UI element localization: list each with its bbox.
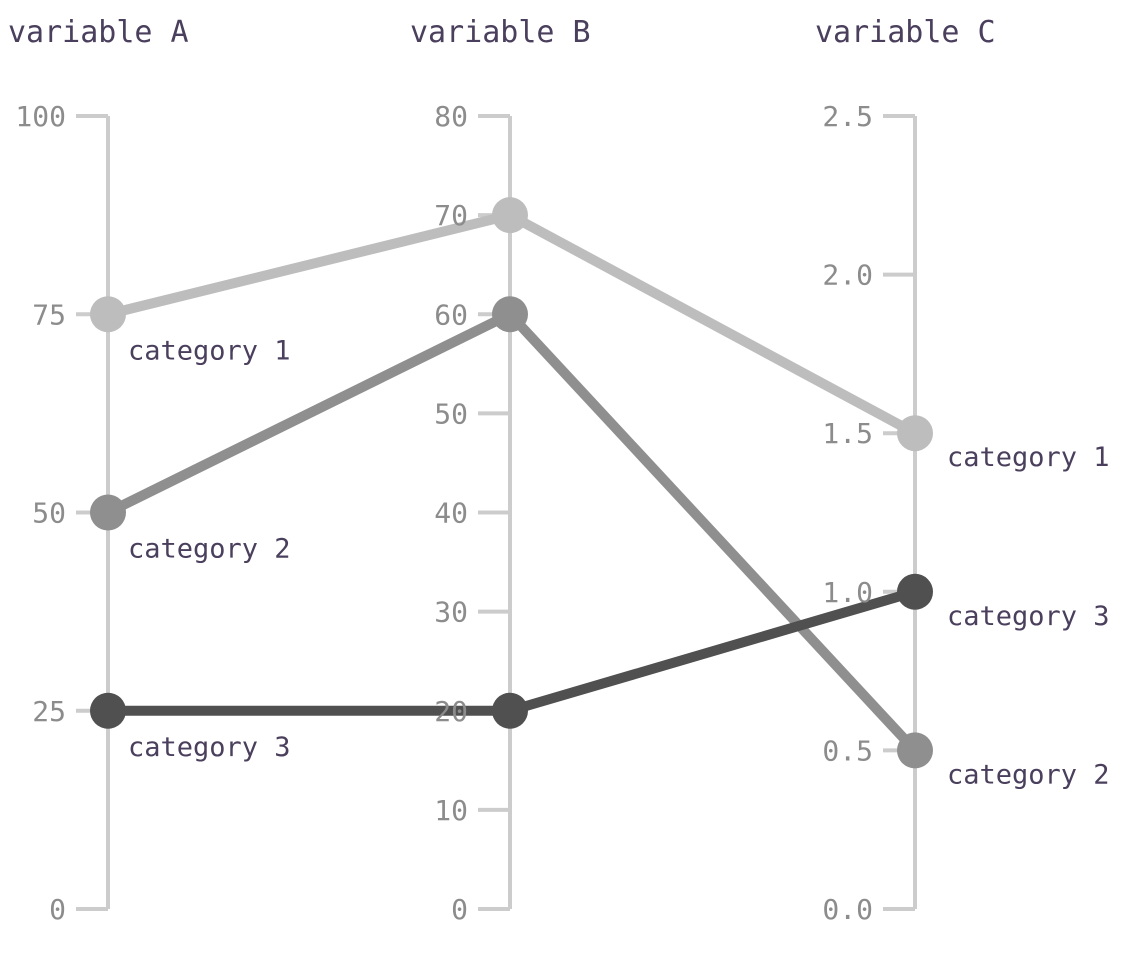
series-2-point-axis-c xyxy=(897,732,933,769)
axis-b-tick-label: 10 xyxy=(434,794,468,827)
series-3-point-axis-b xyxy=(492,692,528,729)
axis-a-tick-label: 100 xyxy=(15,100,66,133)
tick-labels-layer: 0 25 50 75 100 0 10 20 30 40 50 60 70 80 0.0 0.5 1.0 1.5 2… xyxy=(15,100,873,926)
series-1-point-axis-b xyxy=(492,197,528,234)
axis-a-tick-label: 75 xyxy=(32,298,66,331)
axis-b-tick-label: 70 xyxy=(434,199,468,232)
category-label-left-1: category 1 xyxy=(128,335,291,366)
category-label-right-1: category 1 xyxy=(947,442,1110,473)
axis-c-tick-label: 2.0 xyxy=(822,259,873,292)
axis-a-title: variable A xyxy=(8,15,189,50)
axis-a-tick-label: 25 xyxy=(32,695,66,728)
category-label-right-2: category 2 xyxy=(947,759,1110,790)
category-label-left-2: category 2 xyxy=(128,534,291,565)
series-3-point-axis-a xyxy=(90,692,126,729)
axis-b-tick-label: 80 xyxy=(434,100,468,133)
axis-b-title: variable B xyxy=(410,15,591,50)
axis-b-tick-label: 30 xyxy=(434,596,468,629)
axis-c-tick-label: 2.5 xyxy=(822,100,873,133)
category-label-right-3: category 3 xyxy=(947,601,1110,632)
axis-a-tick-label: 50 xyxy=(32,497,66,530)
axis-b-tick-label: 50 xyxy=(434,397,468,430)
series-3-point-axis-c xyxy=(897,573,933,610)
category-labels-layer: category 1 category 1 category 2 category 2… xyxy=(128,335,1110,790)
series-points-layer xyxy=(90,197,933,769)
axis-b-tick-label: 60 xyxy=(434,298,468,331)
axis-b-tick-label: 40 xyxy=(434,497,468,530)
axis-c-tick-label: 1.5 xyxy=(822,417,873,450)
axis-c-title: variable C xyxy=(815,15,996,50)
axes-layer: variable A variable B variable C xyxy=(8,15,996,911)
category-label-left-3: category 3 xyxy=(128,732,291,763)
axis-a-tick-label: 0 xyxy=(49,893,66,926)
axis-c-tick-label: 0.0 xyxy=(822,893,873,926)
series-1-point-axis-c xyxy=(897,415,933,452)
series-1-point-axis-a xyxy=(90,296,126,333)
series-2-point-axis-a xyxy=(90,494,126,531)
axis-c-tick-label: 0.5 xyxy=(822,734,873,767)
axis-c-tick-label: 1.0 xyxy=(822,576,873,609)
axis-b-tick-label: 20 xyxy=(434,695,468,728)
axis-b-tick-label: 0 xyxy=(451,893,468,926)
series-2-point-axis-b xyxy=(492,296,528,333)
